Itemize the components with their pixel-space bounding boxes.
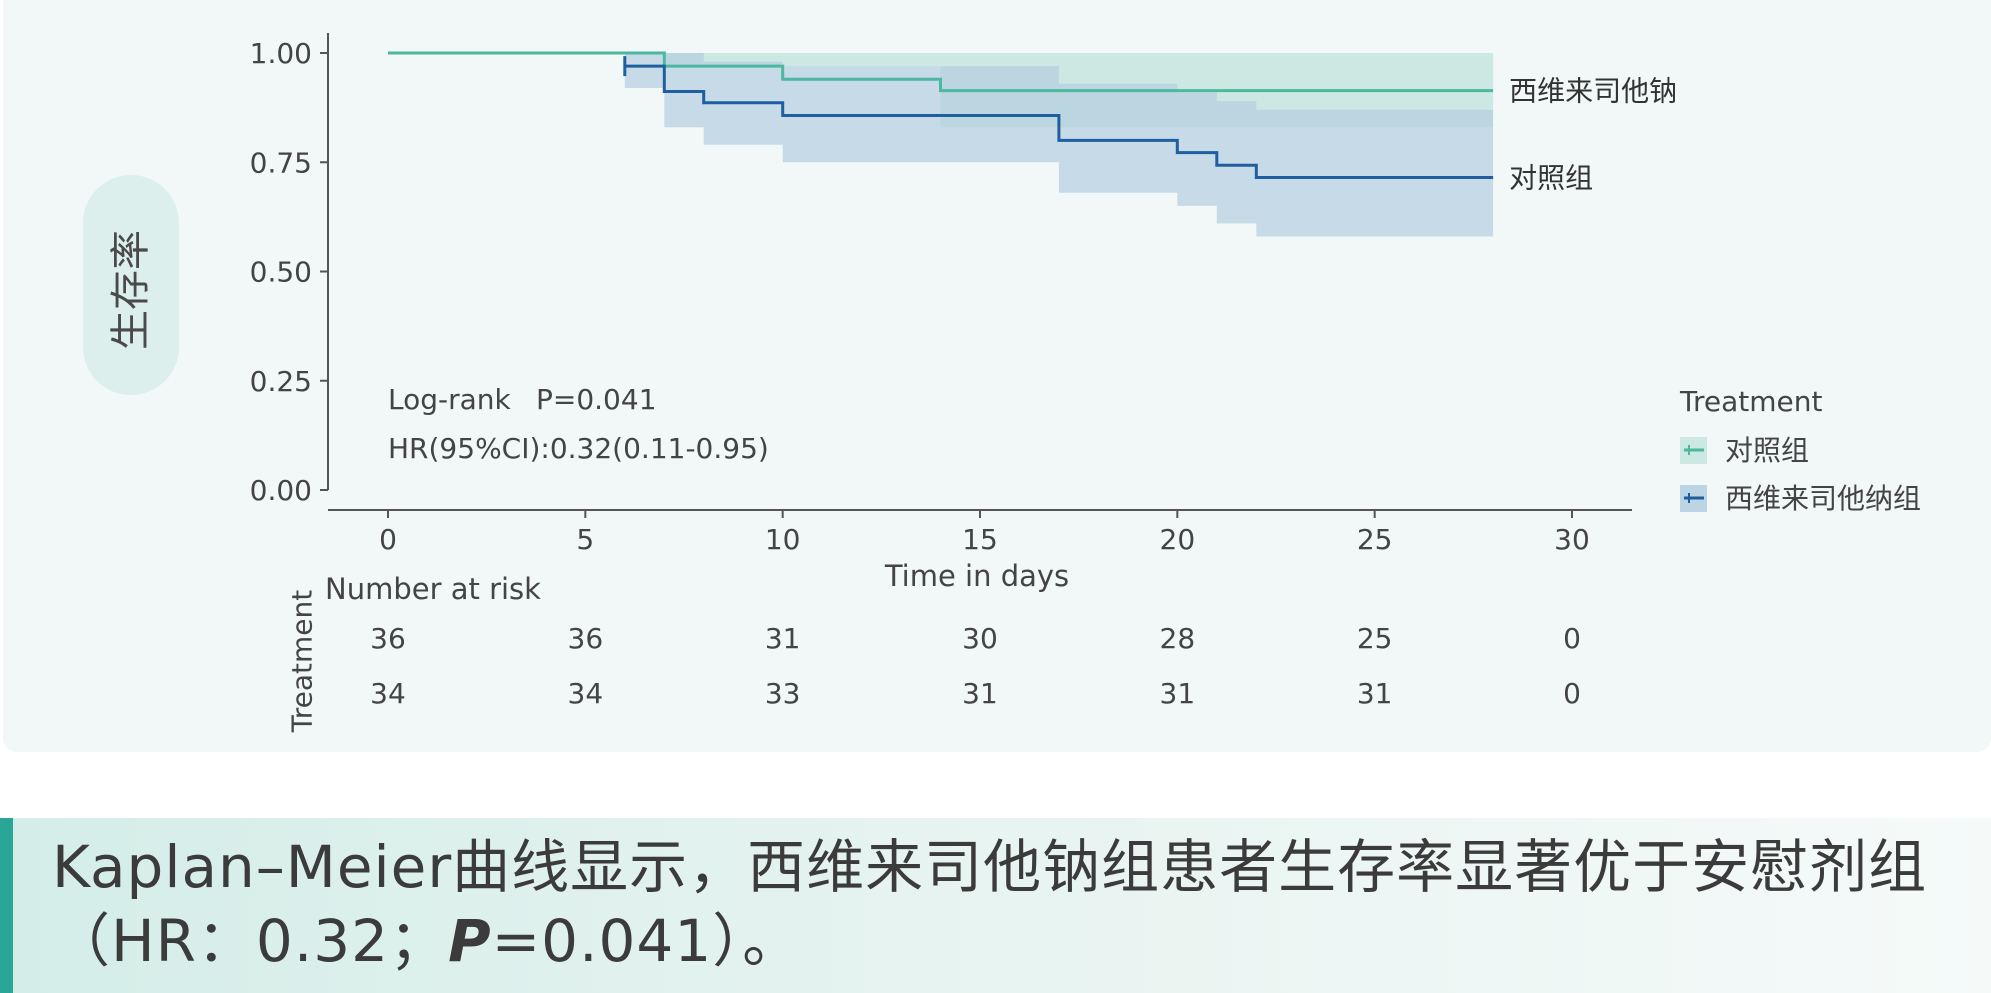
risk-table-cell: 25 bbox=[1357, 622, 1393, 655]
x-tick-label: 15 bbox=[962, 523, 998, 556]
x-tick-label: 10 bbox=[765, 523, 801, 556]
survival-curve bbox=[388, 51, 1494, 93]
risk-table-cell: 28 bbox=[1160, 622, 1196, 655]
x-tick-label: 5 bbox=[576, 523, 594, 556]
x-tick-label: 30 bbox=[1554, 523, 1590, 556]
x-tick-label: 20 bbox=[1160, 523, 1196, 556]
legend-item-treatment: 西维来司他纳组 bbox=[1680, 482, 1921, 515]
caption-text: Kaplan–Meier曲线显示，西维来司他钠组患者生存率显著优于安慰剂组 （H… bbox=[52, 830, 1927, 978]
y-axis-label: 生存率 bbox=[108, 230, 154, 350]
series-end-label: 西维来司他钠 bbox=[1509, 75, 1677, 108]
logrank-p: P=0.041 bbox=[536, 383, 657, 416]
risk-table-cell: 31 bbox=[962, 677, 998, 710]
risk-table-cell: 31 bbox=[765, 622, 801, 655]
y-tick-label: 1.00 bbox=[250, 37, 312, 70]
legend-label-control: 对照组 bbox=[1725, 434, 1809, 467]
risk-table-cell: 0 bbox=[1563, 622, 1581, 655]
logrank-label: Log-rank bbox=[388, 383, 512, 416]
caption-p-symbol: P bbox=[448, 907, 492, 975]
risk-table-cell: 31 bbox=[1357, 677, 1393, 710]
risk-table-cell: 34 bbox=[370, 677, 406, 710]
y-tick-label: 0.25 bbox=[250, 365, 312, 398]
risk-table-cell: 31 bbox=[1160, 677, 1196, 710]
y-tick-label: 0.00 bbox=[250, 474, 312, 507]
caption-line-1: Kaplan–Meier曲线显示，西维来司他钠组患者生存率显著优于安慰剂组 bbox=[52, 833, 1928, 901]
series-end-label: 对照组 bbox=[1509, 162, 1593, 195]
risk-table-cell: 30 bbox=[962, 622, 998, 655]
x-tick-label: 25 bbox=[1357, 523, 1393, 556]
caption-line-2: （HR：0.32；P=0.041）。 bbox=[52, 904, 1927, 978]
survival-curve bbox=[624, 64, 1494, 179]
risk-table-title: Number at risk bbox=[325, 572, 541, 606]
risk-table-cell: 36 bbox=[370, 622, 406, 655]
survival-chart: 生存率 0.00 0.25 0.50 0.75 1.00 0 5 10 15 20 25 30 西维来… bbox=[83, 33, 1921, 733]
y-tick-label: 0.75 bbox=[250, 146, 312, 179]
caption-box: Kaplan–Meier曲线显示，西维来司他钠组患者生存率显著优于安慰剂组 （H… bbox=[0, 818, 1991, 993]
legend-label-treatment: 西维来司他纳组 bbox=[1725, 482, 1921, 515]
risk-table-cell: 34 bbox=[568, 677, 604, 710]
hazard-ratio: HR(95%CI):0.32(0.11-0.95) bbox=[388, 432, 769, 465]
legend-title: Treatment bbox=[1679, 385, 1822, 418]
caption-line-2-rest: =0.041）。 bbox=[491, 907, 802, 975]
x-tick-label: 0 bbox=[379, 523, 397, 556]
risk-table-row-axis-label: Treatment bbox=[286, 590, 319, 733]
x-axis-label: Time in days bbox=[884, 559, 1069, 593]
risk-table-cell: 36 bbox=[568, 622, 604, 655]
legend-item-control: 对照组 bbox=[1680, 434, 1809, 467]
caption-accent-bar bbox=[0, 818, 13, 993]
ci-band bbox=[624, 53, 1494, 237]
ylabel-pill bbox=[83, 175, 179, 395]
caption-line-2-open: （HR：0.32； bbox=[52, 907, 449, 975]
risk-table-cell: 33 bbox=[765, 677, 801, 710]
risk-table-cell: 0 bbox=[1563, 677, 1581, 710]
y-tick-label: 0.50 bbox=[250, 256, 312, 289]
